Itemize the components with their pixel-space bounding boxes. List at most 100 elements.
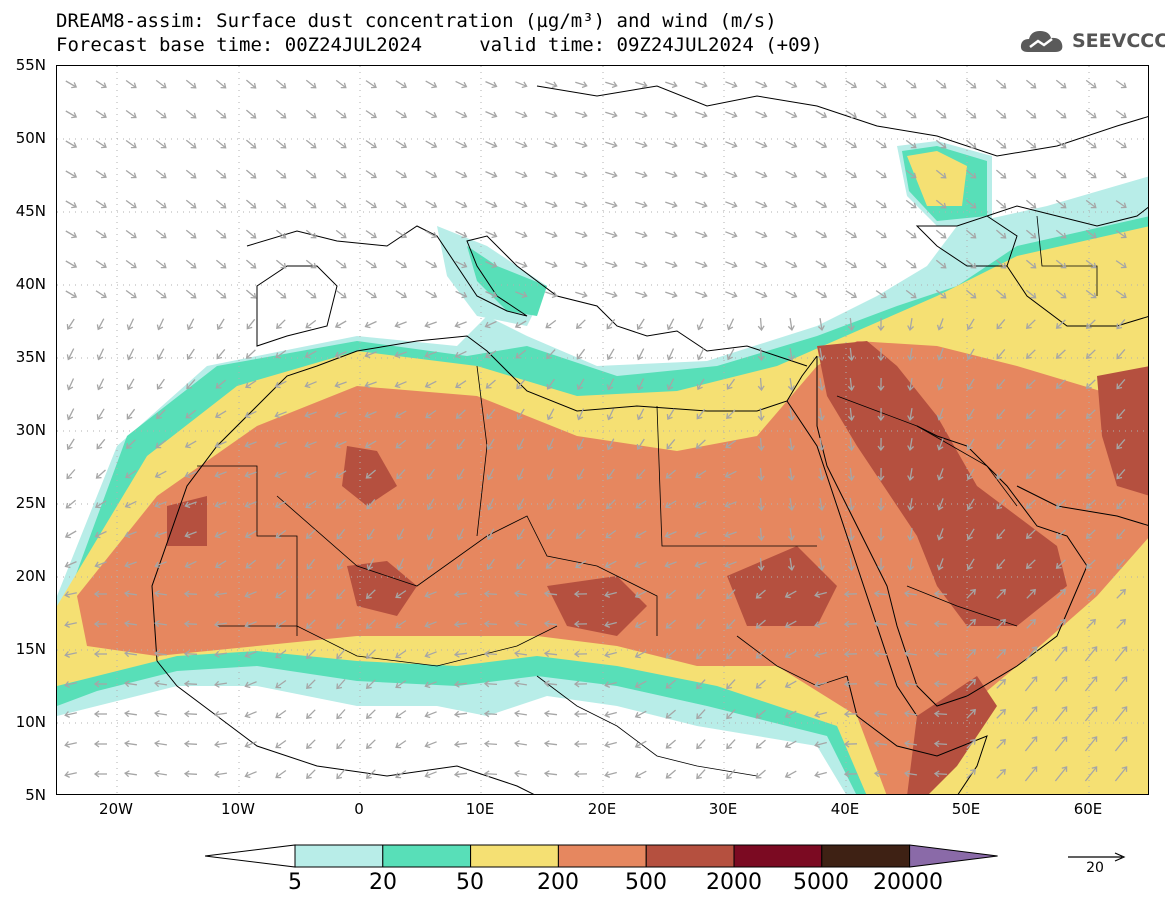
- wind-arrow: [335, 411, 347, 417]
- wind-arrow-head: [847, 475, 855, 482]
- wind-arrow: [815, 170, 827, 178]
- wind-arrow-head: [154, 620, 160, 628]
- wind-arrow-head: [757, 415, 765, 422]
- wind-arrow: [455, 321, 467, 327]
- wind-arrow-head: [244, 771, 251, 779]
- wind-arrow: [65, 652, 77, 656]
- wind-arrow: [819, 347, 823, 361]
- wind-arrow: [667, 318, 675, 330]
- wind-arrow-head: [641, 201, 648, 209]
- wind-arrow-head: [484, 321, 491, 329]
- wind-arrow: [185, 501, 197, 507]
- wind-arrow-head: [907, 385, 915, 391]
- wind-arrow: [544, 712, 558, 716]
- wind-arrow: [337, 558, 345, 570]
- wind-arrow-head: [215, 382, 222, 389]
- wind-arrow-head: [1090, 588, 1096, 595]
- wind-arrow-head: [64, 621, 70, 628]
- wind-arrow-head: [483, 680, 490, 688]
- wind-arrow-head: [364, 442, 371, 449]
- wind-arrow: [335, 289, 347, 299]
- wind-arrow-head: [340, 262, 347, 269]
- wind-arrow: [1024, 766, 1038, 782]
- wind-arrow-head: [396, 473, 403, 480]
- wind-arrow-head: [190, 292, 197, 299]
- wind-arrow-head: [755, 622, 762, 629]
- wind-arrow-head: [573, 620, 580, 628]
- wind-arrow: [1115, 80, 1127, 88]
- wind-arrow: [756, 679, 766, 689]
- wind-arrow-head: [395, 592, 402, 599]
- wind-arrow-head: [1085, 443, 1092, 449]
- wind-arrow: [484, 652, 498, 656]
- wind-arrow: [665, 561, 677, 567]
- wind-arrow: [484, 712, 498, 716]
- wind-arrow-head: [93, 770, 100, 778]
- wind-arrow-head: [250, 202, 257, 209]
- wind-arrow: [454, 652, 468, 656]
- wind-arrow: [575, 111, 587, 117]
- wind-arrow-head: [791, 291, 798, 299]
- wind-arrow: [759, 497, 763, 511]
- wind-arrows: [64, 79, 1128, 782]
- wind-arrow-head: [305, 533, 312, 539]
- wind-arrow: [546, 349, 556, 359]
- wind-arrow-head: [515, 352, 522, 359]
- wind-arrow-head: [910, 232, 917, 239]
- wind-arrow-head: [731, 201, 738, 209]
- wind-arrow: [995, 79, 1007, 89]
- wind-arrow: [66, 469, 76, 479]
- wind-arrow-head: [576, 353, 583, 360]
- wind-arrow-head: [665, 712, 672, 719]
- wind-arrow-head: [1091, 706, 1098, 712]
- wind-arrow-head: [636, 414, 644, 421]
- wind-arrow: [965, 199, 977, 209]
- wind-arrow-head: [817, 565, 825, 571]
- wind-arrow-head: [184, 471, 191, 479]
- wind-arrow-head: [514, 770, 520, 778]
- wind-arrow: [696, 589, 706, 599]
- wind-arrow-head: [634, 622, 641, 629]
- wind-arrow: [455, 380, 467, 388]
- wind-arrow: [155, 229, 167, 239]
- wind-arrow-head: [940, 232, 947, 239]
- wind-arrow-head: [101, 112, 107, 119]
- wind-arrow: [905, 199, 917, 209]
- wind-arrow-head: [521, 141, 528, 149]
- wind-arrow: [845, 230, 857, 238]
- wind-arrow-head: [940, 112, 947, 119]
- wind-arrow: [1026, 529, 1036, 539]
- lat-label: 5N: [25, 786, 46, 804]
- wind-arrow: [576, 348, 586, 360]
- wind-arrow-head: [1031, 676, 1038, 682]
- wind-arrow: [487, 528, 495, 540]
- wind-arrow-head: [851, 262, 858, 269]
- wind-arrow: [759, 467, 763, 481]
- wind-arrow-head: [1060, 112, 1067, 119]
- wind-arrow-head: [604, 711, 611, 719]
- wind-arrow: [1085, 139, 1097, 149]
- wind-arrow-head: [701, 261, 708, 269]
- wind-arrow-head: [666, 414, 673, 421]
- wind-arrow-head: [130, 82, 137, 89]
- wind-arrow-head: [761, 201, 768, 209]
- wind-arrow: [789, 468, 793, 480]
- wind-arrow-head: [310, 172, 317, 179]
- wind-arrow-head: [546, 474, 554, 481]
- wind-arrow: [125, 229, 137, 239]
- colorbar-segment: [205, 844, 296, 868]
- wind-arrow-head: [635, 502, 642, 509]
- wind-arrow: [996, 468, 1006, 480]
- wind-arrow-head: [275, 772, 282, 779]
- wind-arrow-head: [214, 680, 220, 688]
- wind-arrow: [305, 139, 317, 149]
- wind-arrow: [996, 589, 1006, 599]
- wind-arrow-head: [817, 475, 825, 481]
- wind-arrow-head: [843, 650, 850, 658]
- wind-arrow: [1085, 229, 1097, 239]
- wind-arrow: [875, 200, 887, 208]
- wind-arrow: [996, 649, 1006, 659]
- wind-arrow: [1086, 499, 1096, 509]
- wind-arrow-head: [305, 322, 312, 329]
- wind-arrow-head: [454, 321, 461, 329]
